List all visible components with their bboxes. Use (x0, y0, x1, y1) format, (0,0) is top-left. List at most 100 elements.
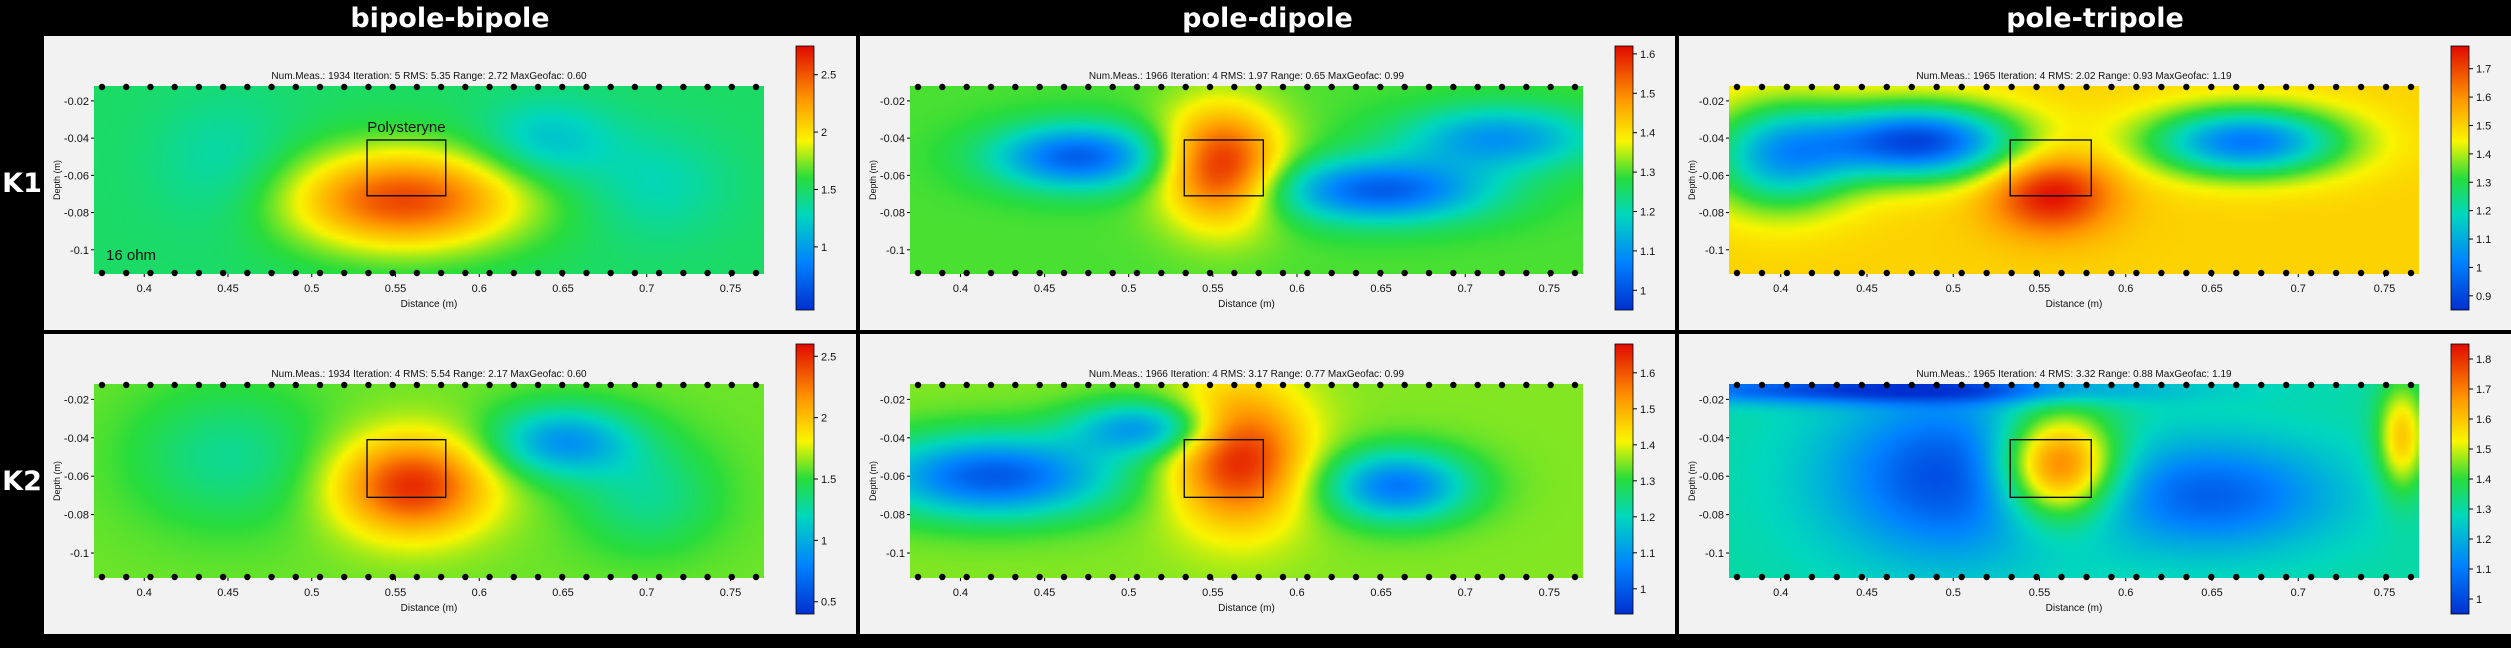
electrode-marker (1060, 573, 1068, 581)
electrode-marker (486, 381, 493, 389)
electrode-marker (680, 381, 687, 389)
electrode-marker (2158, 381, 2165, 389)
electrode-marker (1474, 83, 1481, 91)
electrode-marker (1279, 573, 1287, 581)
electrode-marker (1758, 269, 1766, 277)
electrode-marker (1523, 83, 1530, 91)
electrode-marker (583, 573, 590, 581)
electrode-marker (1158, 83, 1165, 91)
x-axis-label: Distance (m) (401, 603, 458, 614)
electrode-marker (437, 83, 445, 91)
electrode-marker (1571, 573, 1579, 581)
colorbar-tick-label: 1.5 (1640, 88, 1655, 100)
electrode-marker (1133, 381, 1141, 389)
electrode-marker (534, 83, 542, 91)
electrode-marker (1036, 381, 1043, 389)
target-annotation: Polysteryne (367, 119, 445, 136)
electrode-marker (2133, 573, 2140, 581)
electrode-marker (2332, 269, 2340, 277)
electrode-marker (1983, 573, 1990, 581)
electrode-marker (1858, 269, 1866, 277)
x-tick-label: 0.75 (1539, 587, 1560, 599)
electrode-marker (2357, 269, 2365, 277)
electrode-marker (2332, 381, 2340, 389)
column-title-pole-dipole: pole-dipole (1182, 3, 1353, 34)
electrode-marker (2332, 83, 2340, 91)
electrode-marker (1733, 83, 1741, 91)
colorbar-tick-label: 1.1 (1640, 246, 1655, 258)
electrode-marker (1401, 83, 1408, 91)
colorbar-tick-label: 1.1 (2476, 564, 2491, 576)
heatmap-field (1729, 384, 2419, 578)
heatmap-chart: Num.Meas.: 1934 Iteration: 4 RMS: 5.54 R… (52, 343, 836, 615)
column-title-bipole-bipole: bipole-bipole (350, 3, 550, 34)
inversion-info: Num.Meas.: 1966 Iteration: 4 RMS: 1.97 R… (1089, 71, 1405, 82)
y-tick-label: -0.06 (64, 471, 89, 483)
electrode-marker (963, 381, 970, 389)
electrode-marker (437, 573, 445, 581)
x-tick-label: 0.6 (472, 587, 487, 599)
colorbar-tick-label: 1.7 (2476, 384, 2491, 396)
electrode-marker (389, 573, 396, 581)
panel-k2-bipole-bipole: Num.Meas.: 1934 Iteration: 4 RMS: 5.54 R… (44, 334, 856, 634)
colorbar-tick-label: 1.4 (2476, 474, 2491, 486)
x-tick-label: 0.45 (1034, 587, 1055, 599)
x-tick-label: 0.65 (2201, 587, 2222, 599)
x-tick-label: 0.5 (1121, 283, 1136, 295)
electrode-marker (2058, 573, 2065, 581)
colorbar-tick-label: 1.2 (2476, 206, 2491, 218)
electrode-marker (1733, 573, 1741, 581)
electrode-marker (1158, 573, 1165, 581)
electrode-marker (2158, 573, 2165, 581)
x-tick-label: 0.45 (217, 587, 238, 599)
electrode-marker (389, 381, 396, 389)
electrode-marker (195, 381, 203, 389)
electrode-marker (2357, 83, 2365, 91)
electrode-marker (1758, 573, 1766, 581)
electrode-marker (728, 573, 735, 581)
x-tick-label: 0.7 (1458, 283, 1473, 295)
electrode-marker (914, 83, 922, 91)
electrode-marker (631, 381, 639, 389)
electrode-marker (607, 269, 614, 277)
y-tick-label: -0.1 (1705, 548, 1724, 560)
electrode-marker (1109, 573, 1116, 581)
electrode-marker (1085, 573, 1092, 581)
colorbar (795, 45, 815, 311)
electrode-marker (1255, 381, 1262, 389)
inversion-info: Num.Meas.: 1934 Iteration: 4 RMS: 5.54 R… (271, 369, 587, 380)
electrode-marker (2158, 83, 2165, 91)
electrode-marker (987, 83, 995, 91)
colorbar-tick-label: 1.1 (1640, 548, 1655, 560)
electrode-marker (728, 381, 735, 389)
electrode-marker (1304, 573, 1311, 581)
electrode-marker (680, 269, 687, 277)
electrode-marker (462, 573, 469, 581)
electrode-marker (2008, 381, 2015, 389)
heatmap-field (910, 86, 1583, 274)
electrode-marker (510, 381, 517, 389)
electrode-marker (607, 83, 614, 91)
electrode-marker (268, 269, 275, 277)
colorbar (2450, 343, 2470, 615)
electrode-marker (292, 269, 299, 277)
electrode-marker (2282, 573, 2290, 581)
electrode-marker (292, 83, 299, 91)
electrode-marker (655, 381, 663, 389)
electrode-marker (341, 381, 348, 389)
x-tick-label: 0.55 (2029, 587, 2050, 599)
electrode-marker (655, 269, 663, 277)
electrode-marker (510, 269, 517, 277)
electrode-marker (171, 269, 178, 277)
electrode-marker (171, 573, 178, 581)
electrode-marker (437, 269, 445, 277)
y-tick-label: -0.06 (1699, 471, 1724, 483)
x-tick-label: 0.4 (1773, 587, 1788, 599)
electrode-marker (1450, 381, 1457, 389)
electrode-marker (704, 381, 711, 389)
electrode-marker (1474, 573, 1481, 581)
electrode-marker (1958, 269, 1965, 277)
row-label-k1: K1 (2, 168, 42, 199)
electrode-marker (939, 83, 946, 91)
electrode-marker (2083, 269, 2090, 277)
